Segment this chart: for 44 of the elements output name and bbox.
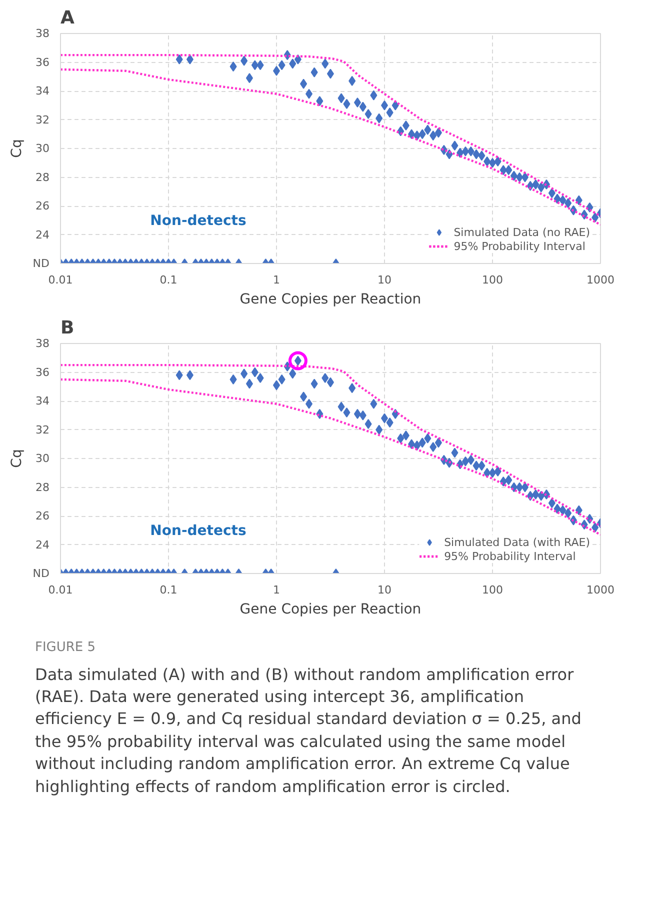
x-tick-label: 1 (273, 274, 280, 286)
chart-title: B (60, 318, 74, 338)
x-tick-label: 0.1 (160, 274, 178, 286)
y-tick-label: 30 (36, 142, 50, 155)
x-tick-label: 10 (378, 584, 392, 596)
y-tick-label: ND (32, 567, 50, 580)
annotation: Non-detects (150, 213, 246, 229)
y-tick-label: 32 (36, 423, 50, 436)
y-tick-label: 30 (36, 452, 50, 465)
x-tick-label: 0.01 (48, 584, 73, 596)
y-tick-label: 38 (36, 337, 50, 350)
chart-title: A (60, 8, 74, 28)
y-tick-label: 38 (36, 27, 50, 40)
annotation: Non-detects (150, 523, 246, 539)
x-tick-label: 1000 (586, 274, 615, 286)
x-tick-label: 100 (482, 274, 503, 286)
y-tick-label: ND (32, 257, 50, 270)
x-tick-label: 100 (482, 584, 503, 596)
y-axis-title: Cq (8, 139, 25, 158)
legend-label: 95% Probability Interval (444, 549, 576, 563)
y-axis-title: Cq (8, 449, 25, 468)
x-tick-label: 0.1 (160, 584, 178, 596)
x-tick-label: 10 (378, 274, 392, 286)
x-axis-title: Gene Copies per Reaction (240, 602, 422, 618)
y-tick-label: 26 (36, 510, 50, 522)
y-tick-label: 34 (36, 394, 50, 408)
y-tick-label: 28 (36, 170, 50, 184)
text: Data simulated (A) with and (B) without random amplification error (RAE). Data were generated using intercept 36, amplification efficiency E = 0.9, and Cq residual standard deviation σ = 0.25, and the 95% probability interval was calculated using the same model without including random amplification error. An extreme Cq value highlighting effects of random amplification error is circled. (35, 664, 582, 798)
y-tick-label: 32 (36, 113, 50, 126)
x-tick-label: 1000 (586, 584, 615, 596)
y-tick-label: 34 (36, 84, 50, 98)
x-tick-label: 1 (273, 584, 280, 596)
y-tick-label: 24 (36, 538, 50, 552)
y-tick-label: 36 (36, 366, 50, 379)
y-tick-label: 26 (36, 200, 50, 212)
x-axis-title: Gene Copies per Reaction (240, 292, 422, 308)
caption: FIGURE 5 (35, 639, 97, 657)
legend-label: Simulated Data (with RAE) (444, 535, 590, 549)
legend-label: 95% Probability Interval (454, 239, 586, 253)
x-tick-label: 0.01 (48, 274, 73, 286)
y-tick-label: 24 (36, 228, 50, 242)
y-tick-label: 28 (36, 480, 50, 494)
y-tick-label: 36 (36, 56, 50, 69)
legend-label: Simulated Data (no RAE) (454, 225, 590, 239)
